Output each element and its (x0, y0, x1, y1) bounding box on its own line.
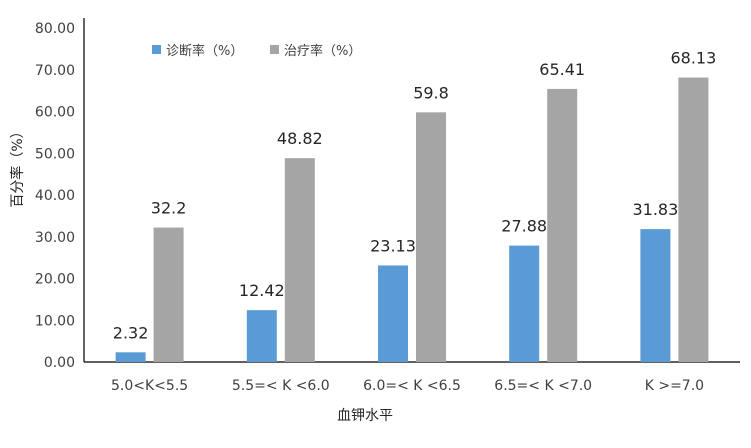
data-label: 2.32 (113, 323, 149, 342)
bar-diagnosis (115, 352, 146, 362)
x-tick-label: 6.0=< K <6.5 (363, 378, 461, 394)
legend-swatch-diagnosis (152, 45, 161, 54)
bar-treatment (416, 112, 446, 363)
y-tick-label: 40.00 (35, 188, 75, 204)
x-tick-label: 5.5=< K <6.0 (232, 378, 330, 394)
y-tick-label: 10.00 (35, 313, 75, 329)
y-axis-ticks: 0.00 10.00 20.00 30.00 40.00 50.00 60.00 70.00 8… (35, 21, 75, 371)
y-axis-title: 百分率（%） (9, 124, 26, 207)
x-axis-title: 血钾水平 (337, 408, 393, 424)
legend-swatch-treatment (270, 45, 279, 54)
x-tick-label: K >=7.0 (645, 378, 704, 394)
legend-label-treatment: 治疗率（%） (284, 43, 361, 59)
bar-diagnosis (246, 310, 277, 362)
y-tick-label: 60.00 (35, 105, 75, 121)
y-tick-label: 20.00 (35, 272, 75, 288)
x-tick-label: 5.0<K<5.5 (111, 378, 188, 394)
legend-label-diagnosis: 诊断率（%） (166, 43, 243, 59)
data-label: 31.83 (632, 200, 678, 219)
y-tick-label: 30.00 (35, 230, 75, 246)
x-tick-label: 6.5=< K <7.0 (494, 378, 592, 394)
data-label: 12.42 (239, 281, 285, 300)
data-label: 27.88 (501, 217, 547, 236)
bar-treatment (547, 88, 578, 362)
data-label: 65.41 (539, 60, 585, 79)
data-label: 59.8 (413, 83, 449, 102)
bar-diagnosis (509, 245, 540, 362)
bars: 2.32 32.2 12.42 48.82 23.13 59.8 27.88 65.41 31.… (113, 49, 716, 363)
data-label: 23.13 (370, 236, 416, 255)
bar-treatment (284, 158, 315, 362)
bar-treatment (153, 227, 184, 362)
bar-diagnosis (640, 229, 671, 362)
data-label: 48.82 (277, 129, 323, 148)
y-tick-label: 50.00 (35, 146, 75, 162)
data-label: 32.2 (151, 199, 187, 218)
bar-treatment (678, 77, 709, 362)
x-axis-categories: 5.0<K<5.5 5.5=< K <6.0 6.0=< K <6.5 6.5=< K… (111, 378, 704, 394)
data-label: 68.13 (670, 49, 716, 68)
y-tick-label: 0.00 (44, 355, 75, 371)
bar-diagnosis (378, 265, 408, 362)
y-tick-label: 80.00 (35, 21, 75, 37)
y-tick-label: 70.00 (35, 63, 75, 79)
legend: 诊断率（%） 治疗率（%） (152, 43, 361, 59)
